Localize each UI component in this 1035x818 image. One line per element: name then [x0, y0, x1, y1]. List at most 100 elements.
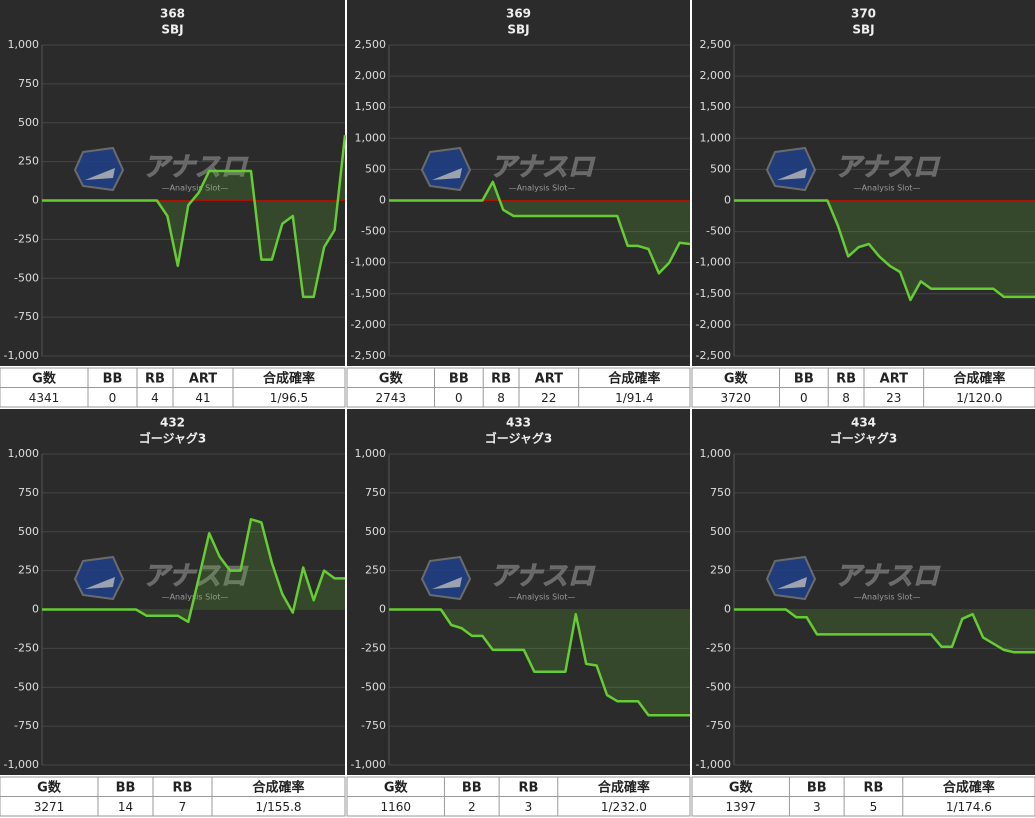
table-header: G数: [724, 370, 749, 386]
panel-background: [0, 409, 345, 775]
table-header: 合成確率: [598, 779, 650, 795]
y-tick-label: 500: [710, 525, 731, 538]
y-tick-label: 250: [18, 564, 39, 577]
watermark-subtitle: —Analysis Slot—: [162, 184, 229, 193]
table-cell: 1/174.6: [946, 800, 992, 814]
table-header: 合成確率: [943, 779, 995, 795]
panel-background: [0, 0, 345, 366]
y-tick-label: -1,000: [4, 349, 39, 362]
table-cell: 1/232.0: [601, 800, 647, 814]
y-tick-label: 0: [32, 194, 39, 207]
table-cell: 0: [455, 391, 463, 405]
y-tick-label: -250: [706, 641, 731, 654]
y-tick-label: -2,000: [351, 318, 386, 331]
area-fill: [42, 519, 345, 622]
chart-title: 433: [506, 416, 531, 430]
y-tick-label: 500: [710, 162, 731, 175]
logo-icon: [765, 146, 817, 192]
table-header: RB: [518, 780, 538, 795]
table-header: G数: [32, 370, 57, 386]
watermark-subtitle: —Analysis Slot—: [854, 184, 921, 193]
area-fill: [389, 181, 690, 274]
chart-subtitle: ゴージャグ3: [485, 431, 553, 446]
logo-stripe: [432, 168, 462, 180]
chart-panel: 369 SBJ 2,500 2,000 1,500 1,000 500 0 -500 -1,000…: [346, 0, 691, 408]
table-cell: 1/155.8: [255, 800, 301, 814]
y-tick-label: 0: [379, 603, 386, 616]
table-cell: 3: [813, 800, 821, 814]
table-header: G数: [379, 370, 404, 386]
table-header: ART: [880, 371, 908, 386]
y-tick-label: 1,000: [700, 131, 732, 144]
chart-panel: 368 SBJ 1,000 750 500 250 0 -250 -500 -750 -1,000 ア…: [0, 0, 347, 408]
watermark-subtitle: —Analysis Slot—: [854, 593, 921, 602]
chart-subtitle: SBJ: [507, 23, 529, 37]
y-tick-label: -1,000: [351, 758, 386, 771]
line: [734, 199, 1035, 302]
watermark-subtitle: —Analysis Slot—: [509, 593, 576, 602]
y-tick-label: 0: [724, 603, 731, 616]
table-cell: 3271: [34, 800, 65, 814]
line: [734, 608, 1035, 654]
chart-title: 369: [506, 7, 531, 21]
y-tick-label: 0: [379, 194, 386, 207]
table-header: ART: [189, 371, 217, 386]
chart-title: 432: [160, 416, 185, 430]
y-tick-label: 750: [18, 486, 39, 499]
table-cell: 5: [870, 800, 878, 814]
y-tick-label: 1,000: [700, 447, 732, 460]
chart-subtitle: SBJ: [852, 23, 874, 37]
table-cell: 2: [468, 800, 476, 814]
logo-icon: [73, 146, 125, 192]
y-tick-label: -2,500: [351, 349, 386, 362]
table-cell: 8: [842, 391, 850, 405]
table-cell: 2743: [375, 391, 406, 405]
y-tick-label: 1,000: [8, 447, 40, 460]
y-tick-label: 1,500: [700, 100, 732, 113]
y-tick-label: 500: [365, 162, 386, 175]
area-fill: [389, 609, 690, 716]
watermark-title: アナスロ: [835, 562, 940, 592]
watermark-title: アナスロ: [143, 153, 248, 183]
y-tick-label: 500: [18, 116, 39, 129]
y-tick-label: 500: [365, 525, 386, 538]
watermark-title: アナスロ: [490, 153, 595, 183]
panel-background: [347, 0, 690, 366]
y-tick-label: -500: [361, 225, 386, 238]
watermark-title: アナスロ: [490, 562, 595, 592]
table-cell: 0: [109, 391, 117, 405]
y-tick-label: 1,000: [355, 131, 387, 144]
table-cell: 1160: [380, 800, 411, 814]
logo-stripe: [777, 168, 807, 180]
table-cell: 22: [541, 391, 556, 405]
chart-title: 368: [160, 7, 185, 21]
logo-stripe: [85, 577, 115, 589]
y-tick-label: -2,500: [696, 349, 731, 362]
table-header: ART: [535, 371, 563, 386]
line: [42, 518, 345, 624]
y-tick-label: -750: [706, 719, 731, 732]
watermark-subtitle: —Analysis Slot—: [509, 184, 576, 193]
table-cell: 1397: [725, 800, 756, 814]
logo-icon: [420, 555, 472, 601]
table-header: BB: [103, 371, 123, 386]
table-header: BB: [116, 780, 136, 795]
y-tick-label: -1,000: [696, 758, 731, 771]
y-tick-label: 1,000: [8, 38, 40, 51]
table-header: RB: [173, 780, 193, 795]
y-tick-label: -2,000: [696, 318, 731, 331]
logo-icon: [765, 555, 817, 601]
y-tick-label: 500: [18, 525, 39, 538]
table-header: G数: [37, 779, 62, 795]
y-tick-label: 750: [365, 486, 386, 499]
table-header: RB: [863, 780, 883, 795]
y-tick-label: -500: [361, 680, 386, 693]
table-cell: 7: [179, 800, 187, 814]
logo-stripe: [85, 168, 115, 180]
table-header: 合成確率: [953, 370, 1005, 386]
y-tick-label: -1,000: [351, 256, 386, 269]
y-tick-label: -500: [14, 680, 39, 693]
y-tick-label: 2,500: [700, 38, 732, 51]
